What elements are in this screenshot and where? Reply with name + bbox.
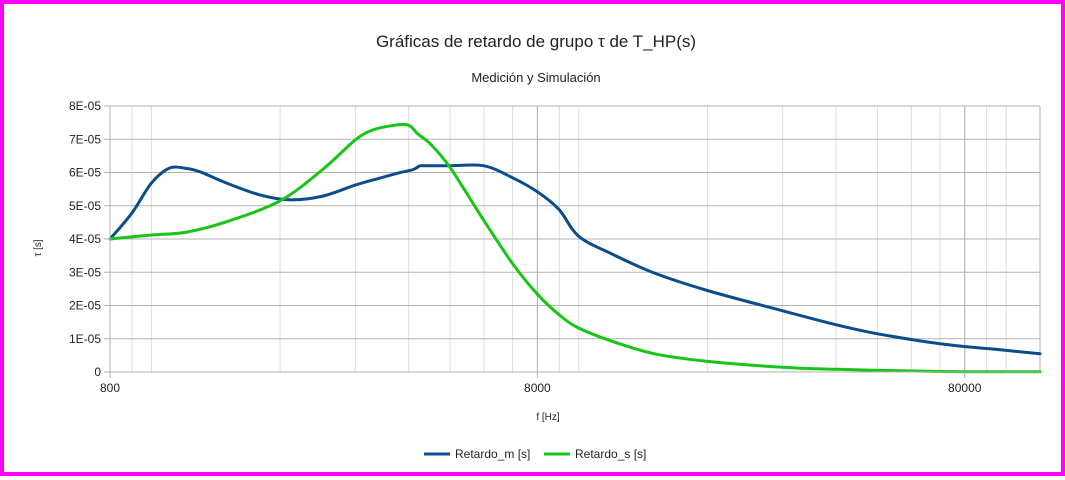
legend: Retardo_m [s] Retardo_s [s] [424,447,646,461]
x-tick-label: 800 [100,381,120,395]
legend-label-2: Retardo_s [s] [575,447,646,461]
y-tick-label: 1E-05 [69,332,101,346]
series-line-1 [108,163,1042,356]
x-axis-label: f [Hz] [536,412,560,423]
y-tick-label: 5E-05 [69,199,101,213]
legend-label-1: Retardo_m [s] [455,447,530,461]
y-tick-label: 8E-05 [69,99,101,113]
series-line-2 [108,122,1042,374]
chart-title: Gráficas de retardo de grupo τ de T_HP(s… [376,32,696,51]
chart-svg: Gráficas de retardo de grupo τ de T_HP(s… [33,32,1042,461]
y-axis-label: τ [s] [33,239,44,257]
chart-subtitle: Medición y Simulación [471,70,600,85]
x-tick-label: 80000 [948,381,982,395]
y-tick-label: 7E-05 [69,132,101,146]
y-tick-label: 2E-05 [69,299,101,313]
y-tick-label: 6E-05 [69,166,101,180]
y-tick-label: 4E-05 [69,232,101,246]
series-group [108,122,1042,374]
axes: 0 1E-05 2E-05 3E-05 4E-05 5E-05 6E-05 7E-05 8E-0… [69,99,1040,395]
x-tick-label: 8000 [524,381,551,395]
grid [109,105,1041,373]
y-tick-label: 0 [94,365,101,379]
y-tick-label: 3E-05 [69,265,101,279]
